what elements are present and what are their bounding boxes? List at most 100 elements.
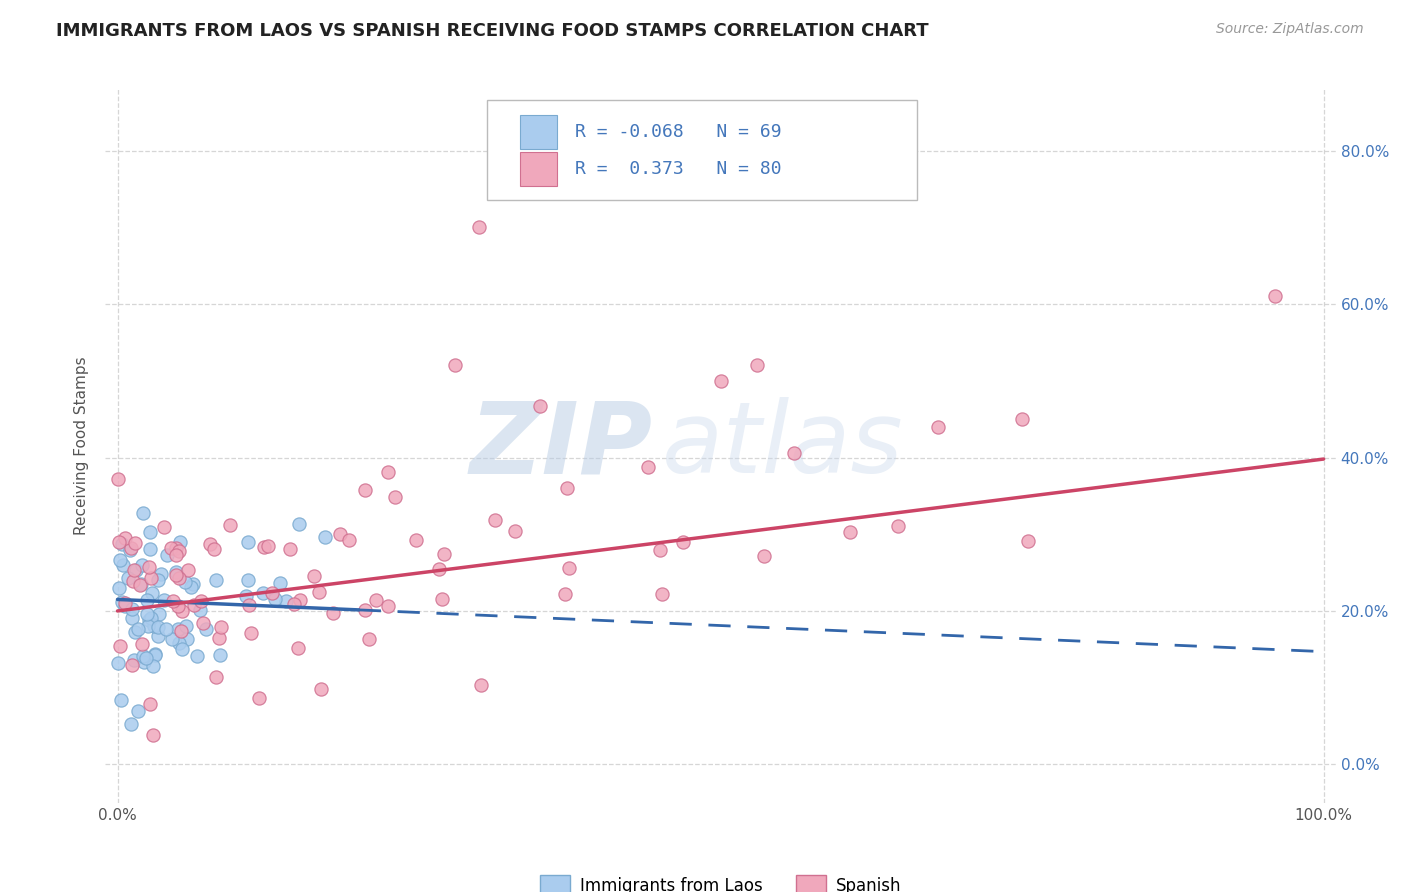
Point (209, 620, 232, 634)
Point (554, 587, 576, 601)
Point (138, 613, 160, 627)
Point (484, 514, 506, 528)
Point (141, 571, 163, 585)
Point (1017, 534, 1039, 549)
Point (503, 524, 526, 538)
Text: atlas: atlas (662, 398, 903, 494)
Point (143, 648, 166, 663)
Point (264, 592, 287, 607)
Point (236, 535, 259, 549)
Point (709, 374, 731, 388)
Point (329, 527, 352, 541)
Point (111, 558, 134, 573)
Point (186, 648, 208, 663)
Point (219, 517, 242, 532)
Point (160, 541, 183, 556)
Point (260, 586, 283, 600)
Point (122, 563, 145, 577)
Point (752, 549, 775, 563)
Point (165, 541, 187, 555)
Point (169, 534, 191, 549)
Point (287, 640, 309, 655)
Point (132, 507, 155, 521)
Point (117, 571, 139, 585)
Point (165, 548, 187, 562)
Point (110, 595, 132, 609)
Point (430, 591, 453, 606)
Point (146, 629, 169, 643)
Point (648, 543, 671, 558)
Point (135, 650, 157, 665)
Point (354, 483, 377, 497)
Point (139, 524, 162, 539)
Point (131, 648, 153, 663)
Point (1011, 412, 1033, 426)
Point (129, 577, 152, 591)
Point (167, 571, 190, 585)
Point (111, 537, 134, 551)
Point (651, 587, 673, 601)
Point (205, 670, 228, 684)
Point (427, 562, 450, 576)
Point (107, 472, 129, 486)
Point (173, 575, 195, 590)
Point (190, 593, 212, 607)
Point (121, 602, 143, 616)
Point (149, 566, 172, 581)
Point (353, 602, 375, 616)
Point (108, 581, 131, 595)
Point (176, 632, 198, 647)
Point (308, 585, 330, 599)
Point (121, 574, 143, 588)
Text: R = -0.068   N = 69: R = -0.068 N = 69 (575, 123, 782, 141)
Point (672, 534, 695, 549)
Point (177, 563, 200, 577)
Point (136, 593, 159, 607)
Y-axis label: Receiving Food Stamps: Receiving Food Stamps (75, 357, 90, 535)
Point (887, 519, 910, 533)
Point (127, 704, 149, 718)
Point (129, 577, 152, 591)
Point (188, 603, 211, 617)
Point (124, 535, 146, 549)
Point (557, 561, 579, 575)
Point (470, 678, 492, 692)
Point (405, 533, 427, 548)
Point (288, 517, 311, 532)
Point (142, 658, 165, 673)
Point (205, 574, 228, 588)
Point (252, 586, 274, 600)
Point (142, 728, 165, 742)
Point (143, 618, 166, 632)
Point (155, 622, 177, 636)
Point (782, 445, 804, 459)
Point (167, 544, 190, 558)
Point (314, 530, 336, 544)
Point (202, 542, 225, 557)
Point (138, 560, 160, 574)
Point (139, 541, 162, 556)
Point (253, 540, 276, 554)
Point (357, 632, 380, 647)
Point (124, 624, 146, 639)
Point (339, 533, 361, 547)
Point (256, 539, 278, 553)
Point (444, 359, 467, 373)
Point (121, 658, 143, 673)
Point (167, 636, 190, 650)
Point (433, 547, 456, 561)
Point (236, 573, 259, 587)
Point (839, 524, 862, 539)
Point (132, 655, 155, 669)
Point (160, 632, 183, 647)
Point (124, 653, 146, 667)
FancyBboxPatch shape (486, 100, 918, 200)
Text: R =  0.373   N = 80: R = 0.373 N = 80 (575, 161, 782, 178)
Point (156, 548, 179, 562)
Point (276, 594, 298, 608)
Point (238, 599, 260, 613)
Point (180, 580, 202, 594)
Point (191, 615, 214, 630)
Point (181, 577, 204, 591)
Point (131, 637, 153, 651)
